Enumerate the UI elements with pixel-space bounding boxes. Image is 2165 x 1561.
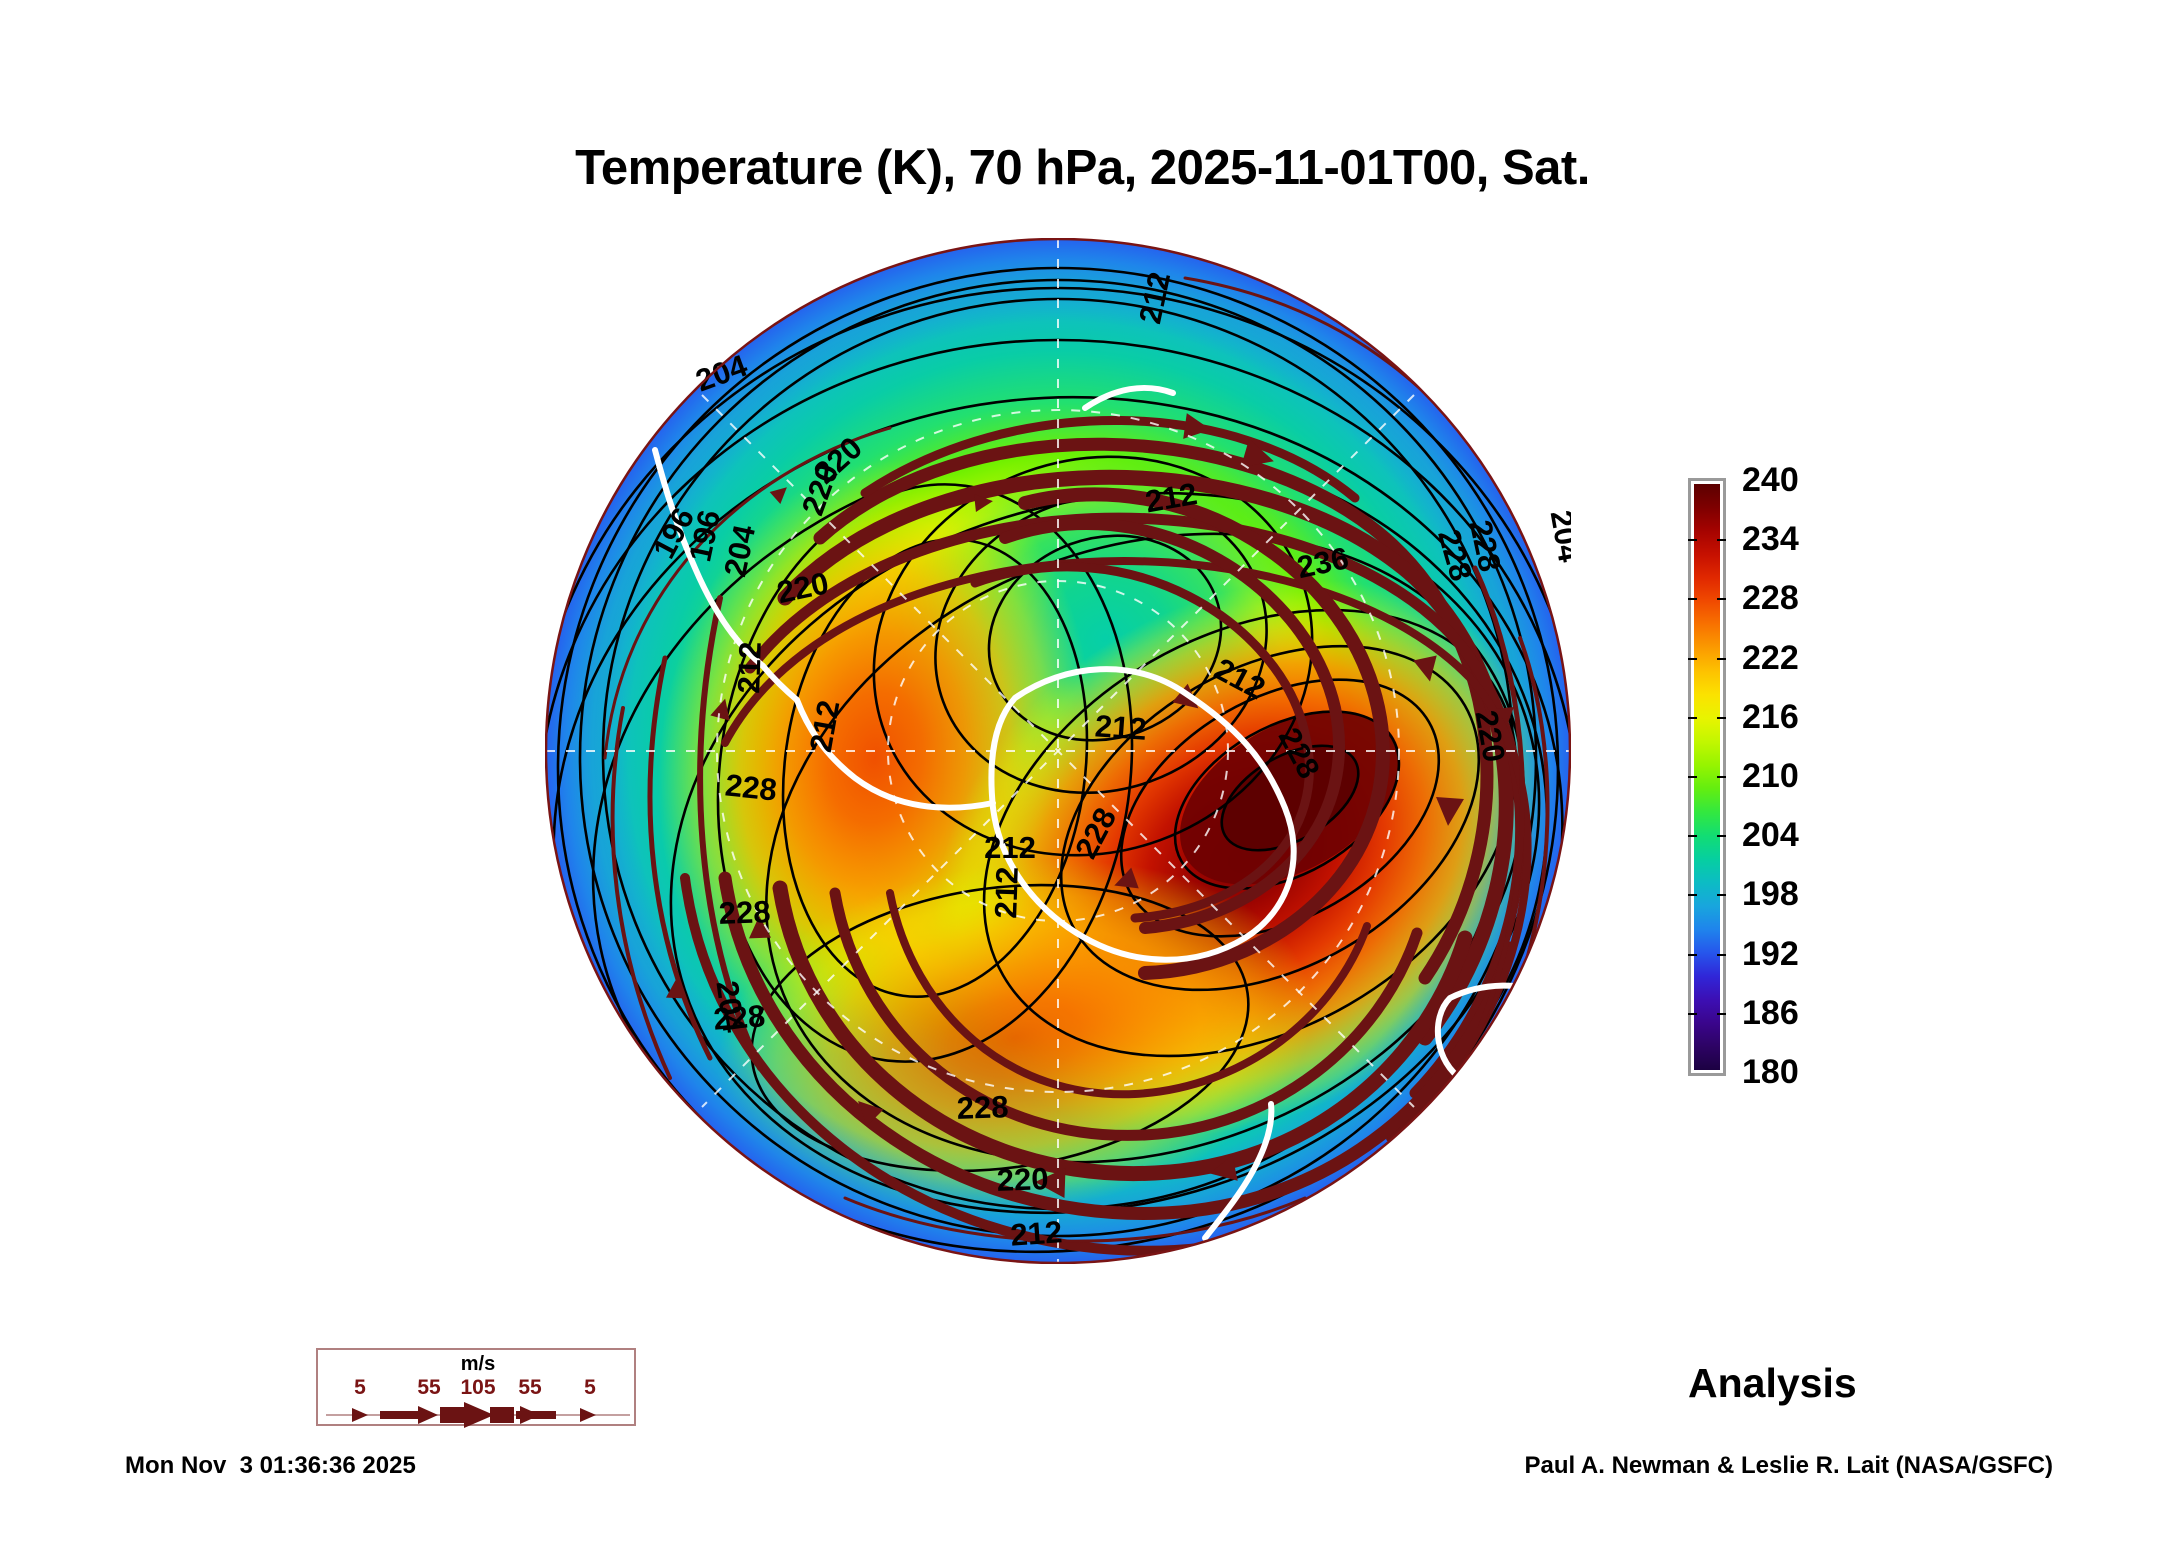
svg-text:204: 204 xyxy=(918,1257,972,1264)
svg-text:228: 228 xyxy=(712,998,766,1037)
colorbar-tick-right xyxy=(1717,598,1726,601)
colorbar-tick-label: 192 xyxy=(1742,934,1799,973)
colorbar-tick-right xyxy=(1717,716,1726,719)
colorbar-tick-right xyxy=(1717,894,1726,897)
colorbar-tick-left xyxy=(1688,776,1697,778)
colorbar-tick-left xyxy=(1688,598,1697,601)
colorbar-tick-right xyxy=(1717,1012,1726,1015)
colorbar-tick-left xyxy=(1688,657,1697,660)
colorbar-gradient xyxy=(1694,484,1720,1070)
colorbar-tick-left xyxy=(1688,539,1697,542)
colorbar-tick-label: 180 xyxy=(1742,1053,1799,1091)
svg-text:228: 228 xyxy=(724,767,779,807)
colorbar-tick-left xyxy=(1688,1012,1697,1015)
svg-text:228: 228 xyxy=(956,1089,1009,1126)
wind-legend-value: 105 xyxy=(460,1376,496,1399)
svg-text:212: 212 xyxy=(1009,1214,1063,1253)
colorbar-tick-left xyxy=(1688,894,1697,897)
colorbar-tick-left xyxy=(1688,953,1697,956)
colorbar-tick-label: 228 xyxy=(1742,579,1799,618)
colorbar-tick-left xyxy=(1688,835,1697,838)
colorbar-tick-label: 210 xyxy=(1742,757,1799,795)
colorbar-tick-label: 198 xyxy=(1742,875,1799,914)
colorbar-tick-label: 216 xyxy=(1742,697,1799,736)
wind-legend-value: 5 xyxy=(354,1376,366,1399)
colorbar-tick-label: 222 xyxy=(1742,638,1799,677)
colorbar-tick-right xyxy=(1717,835,1726,838)
svg-text:220: 220 xyxy=(996,1161,1049,1198)
wind-legend-value: 55 xyxy=(417,1376,441,1399)
svg-text:212: 212 xyxy=(731,641,768,694)
wind-streamlines xyxy=(603,276,1550,1256)
colorbar-tick-right xyxy=(1717,953,1726,956)
wind-speed-legend: m/s 5 55 105 55 5 xyxy=(316,1348,636,1428)
colorbar-tick-right xyxy=(1717,539,1726,542)
colorbar-tick-left xyxy=(1688,716,1697,719)
svg-text:212: 212 xyxy=(984,830,1036,865)
wind-legend-value: 5 xyxy=(584,1376,596,1399)
wind-legend-arrows xyxy=(326,1402,630,1428)
page-title: Temperature (K), 70 hPa, 2025-11-01T00, … xyxy=(575,141,1590,195)
map-svg: 196 204 212 204 196 212 204 220 212 228 … xyxy=(545,238,1571,1264)
colorbar-tick-label: 240 xyxy=(1742,461,1799,499)
svg-text:228: 228 xyxy=(718,894,771,931)
colorbar-tick-right xyxy=(1717,776,1726,778)
author-credit: Paul A. Newman & Leslie R. Lait (NASA/GS… xyxy=(1524,1452,2053,1479)
svg-text:212: 212 xyxy=(988,866,1025,919)
map-disk-outline xyxy=(545,238,1571,1264)
svg-text:204: 204 xyxy=(709,978,751,1035)
colorbar-tick-label: 234 xyxy=(1742,520,1799,559)
wind-legend-unit-label: m/s xyxy=(460,1353,496,1375)
colorbar-tick-label: 186 xyxy=(1742,993,1799,1032)
wind-legend-value: 55 xyxy=(518,1376,542,1399)
svg-text:212: 212 xyxy=(1094,708,1148,747)
wind-arrowheads xyxy=(666,413,1514,1198)
colorbar-tick-label: 204 xyxy=(1742,816,1799,855)
polar-temperature-map: 196 204 212 204 196 212 204 220 212 228 … xyxy=(545,238,1571,1264)
generation-timestamp: Mon Nov 3 01:36:36 2025 xyxy=(125,1452,416,1479)
colorbar-tick-right xyxy=(1717,657,1726,660)
analysis-label: Analysis xyxy=(1688,1360,1857,1406)
svg-text:204: 204 xyxy=(1544,508,1571,566)
